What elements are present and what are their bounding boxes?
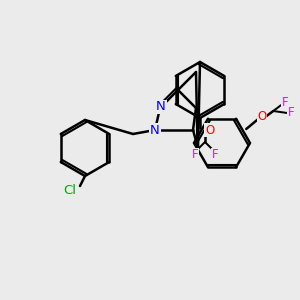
Text: O: O	[258, 110, 267, 124]
Text: N: N	[156, 100, 166, 113]
Text: F: F	[192, 148, 198, 161]
Text: O: O	[205, 124, 214, 136]
Text: F: F	[282, 97, 289, 110]
Text: Cl: Cl	[63, 184, 76, 197]
Text: F: F	[212, 148, 218, 161]
Text: F: F	[288, 106, 295, 119]
Text: N: N	[150, 124, 160, 136]
